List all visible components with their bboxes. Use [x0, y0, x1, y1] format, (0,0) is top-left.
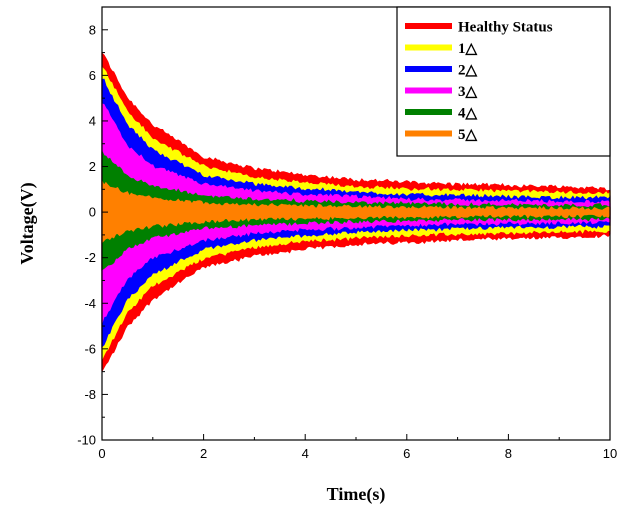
x-tick-label: 6 — [403, 446, 410, 461]
y-tick-label: -10 — [77, 433, 96, 448]
y-tick-label: 2 — [89, 159, 96, 174]
x-tick-label: 10 — [603, 446, 617, 461]
x-axis-title: Time(s) — [327, 484, 386, 505]
x-tick-label: 2 — [200, 446, 207, 461]
legend-label: Healthy Status — [458, 20, 553, 36]
y-tick-label: -6 — [84, 341, 96, 356]
legend-label: 3△ — [458, 84, 478, 100]
y-tick-label: 4 — [89, 113, 96, 128]
legend-label: 1△ — [458, 41, 478, 57]
legend-label: 5△ — [458, 127, 478, 143]
y-axis-title: Voltage(V) — [17, 182, 38, 264]
y-tick-label: -4 — [84, 296, 96, 311]
legend: Healthy Status 1△ 2△ 3△ 4△ 5△ — [396, 6, 611, 157]
legend-label: 4△ — [458, 106, 478, 122]
y-tick-label: -8 — [84, 387, 96, 402]
y-tick-label: 8 — [89, 22, 96, 37]
legend-label: 2△ — [458, 63, 478, 79]
x-tick-label: 8 — [505, 446, 512, 461]
y-tick-label: 6 — [89, 68, 96, 83]
x-tick-label: 4 — [302, 446, 309, 461]
y-tick-label: 0 — [89, 205, 96, 220]
x-tick-label: 0 — [98, 446, 105, 461]
y-axis: -10 -8 -6 -4 -2 0 2 4 6 8 — [77, 6, 108, 448]
x-axis: 0 2 4 6 8 10 — [98, 434, 617, 461]
y-tick-label: -2 — [84, 250, 96, 265]
